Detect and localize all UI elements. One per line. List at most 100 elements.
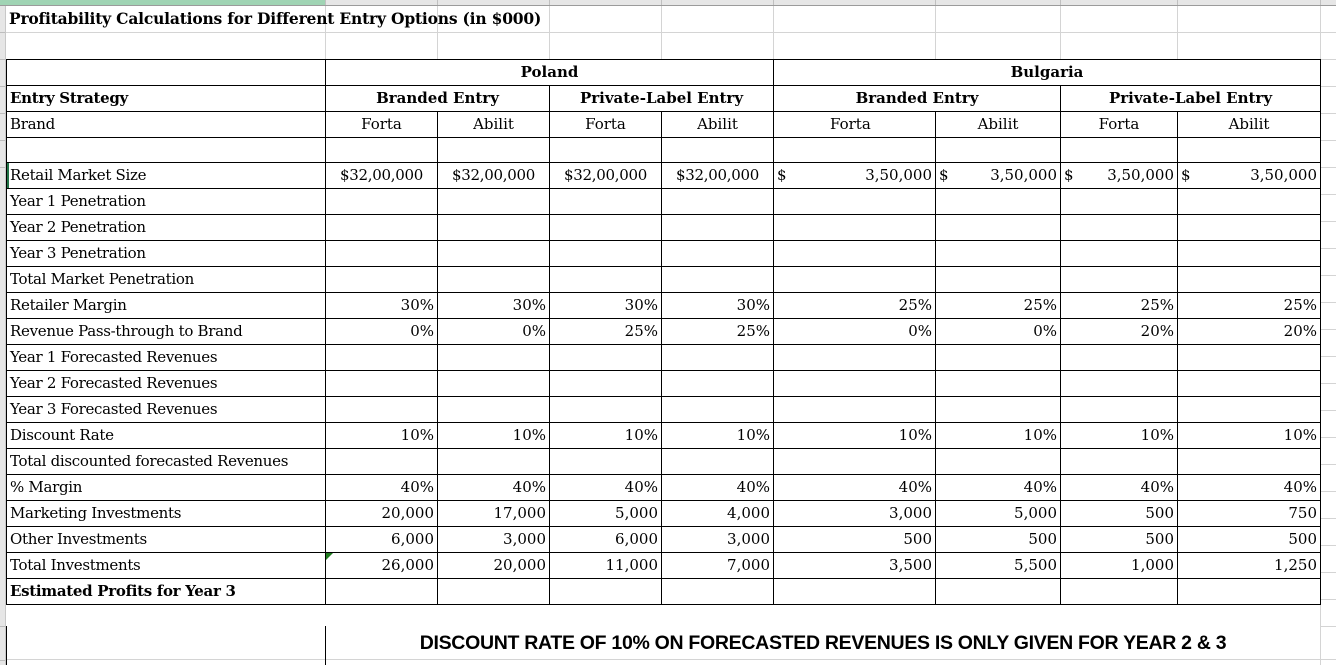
- value-cell[interactable]: 25%: [1060, 292, 1178, 319]
- column-divider[interactable]: [549, 0, 550, 5]
- value-cell[interactable]: 40%: [549, 474, 662, 501]
- cell-empty[interactable]: [1060, 214, 1178, 241]
- cell-empty[interactable]: [1177, 370, 1321, 397]
- value-cell[interactable]: 1,250: [1177, 552, 1321, 579]
- column-divider[interactable]: [1177, 0, 1178, 5]
- column-divider[interactable]: [1060, 0, 1061, 5]
- cell-empty[interactable]: [661, 344, 774, 371]
- value-cell[interactable]: 0%: [437, 318, 550, 345]
- cell-empty[interactable]: [437, 578, 550, 605]
- cell-empty[interactable]: [1060, 266, 1178, 293]
- value-cell[interactable]: 500: [773, 526, 936, 553]
- strategy-poland-private-label[interactable]: Private-Label Entry: [549, 85, 774, 112]
- cell-empty[interactable]: [437, 370, 550, 397]
- value-cell[interactable]: 20%: [1060, 318, 1178, 345]
- discount-note[interactable]: DISCOUNT RATE OF 10% ON FORECASTED REVEN…: [419, 632, 1227, 654]
- cell-empty[interactable]: [1060, 578, 1178, 605]
- cell-empty[interactable]: [935, 240, 1061, 267]
- column-divider[interactable]: [1320, 0, 1321, 5]
- value-cell[interactable]: 25%: [661, 318, 774, 345]
- row-label[interactable]: Year 3 Penetration: [6, 240, 326, 267]
- cell-empty[interactable]: [661, 240, 774, 267]
- cell-empty[interactable]: [1060, 370, 1178, 397]
- value-cell[interactable]: 30%: [325, 292, 438, 319]
- value-cell[interactable]: 10%: [437, 422, 550, 449]
- brand-cell[interactable]: Abilit: [1177, 111, 1321, 138]
- cell-empty[interactable]: [1177, 240, 1321, 267]
- cell-empty[interactable]: [437, 448, 550, 475]
- cell-empty[interactable]: [773, 344, 936, 371]
- cell-empty[interactable]: [549, 214, 662, 241]
- row-label[interactable]: Estimated Profits for Year 3: [6, 578, 326, 605]
- cell-empty[interactable]: [1177, 188, 1321, 215]
- value-cell[interactable]: 40%: [935, 474, 1061, 501]
- value-cell[interactable]: 500: [935, 526, 1061, 553]
- row-label[interactable]: Total Market Penetration: [6, 266, 326, 293]
- cell-empty[interactable]: [935, 137, 1061, 163]
- cell-empty[interactable]: [1177, 396, 1321, 423]
- value-cell[interactable]: $32,00,000: [325, 162, 438, 189]
- value-cell[interactable]: 17,000: [437, 500, 550, 527]
- cell-empty[interactable]: [1060, 188, 1178, 215]
- value-cell[interactable]: $3,50,000: [1060, 162, 1178, 189]
- cell-empty[interactable]: [773, 396, 936, 423]
- cell-empty[interactable]: [1177, 344, 1321, 371]
- value-cell[interactable]: 40%: [325, 474, 438, 501]
- cell-empty[interactable]: [1177, 578, 1321, 605]
- value-cell[interactable]: 10%: [1177, 422, 1321, 449]
- cell-empty[interactable]: [661, 370, 774, 397]
- cell-empty[interactable]: [325, 214, 438, 241]
- cell-empty[interactable]: [6, 137, 326, 163]
- brand-cell[interactable]: Forta: [549, 111, 662, 138]
- value-cell[interactable]: 3,500: [773, 552, 936, 579]
- value-cell[interactable]: 0%: [773, 318, 936, 345]
- value-cell[interactable]: 25%: [549, 318, 662, 345]
- value-cell[interactable]: 10%: [661, 422, 774, 449]
- cell-empty[interactable]: [1060, 344, 1178, 371]
- value-cell[interactable]: 40%: [437, 474, 550, 501]
- cell-empty[interactable]: [325, 188, 438, 215]
- value-cell[interactable]: 3,000: [773, 500, 936, 527]
- row-label[interactable]: Retail Market Size: [6, 162, 326, 189]
- value-cell[interactable]: 1,000: [1060, 552, 1178, 579]
- value-cell[interactable]: 20,000: [437, 552, 550, 579]
- cell-empty[interactable]: [661, 137, 774, 163]
- column-divider[interactable]: [773, 0, 774, 5]
- cell-empty[interactable]: [773, 370, 936, 397]
- cell-empty[interactable]: [661, 448, 774, 475]
- cell-empty[interactable]: [549, 266, 662, 293]
- value-cell[interactable]: $3,50,000: [773, 162, 936, 189]
- value-cell[interactable]: 10%: [549, 422, 662, 449]
- country-bulgaria[interactable]: Bulgaria: [773, 59, 1321, 86]
- cell-empty[interactable]: [1177, 214, 1321, 241]
- cell-empty[interactable]: [773, 266, 936, 293]
- row-header-strip[interactable]: [0, 6, 6, 665]
- cell-empty[interactable]: [325, 266, 438, 293]
- cell-empty[interactable]: [935, 214, 1061, 241]
- value-cell[interactable]: 40%: [1060, 474, 1178, 501]
- value-cell[interactable]: 40%: [773, 474, 936, 501]
- row-label[interactable]: Retailer Margin: [6, 292, 326, 319]
- value-cell[interactable]: 20%: [1177, 318, 1321, 345]
- value-cell[interactable]: 5,500: [935, 552, 1061, 579]
- cell-empty[interactable]: [437, 188, 550, 215]
- cell-empty[interactable]: [773, 214, 936, 241]
- value-cell[interactable]: 7,000: [661, 552, 774, 579]
- row-label[interactable]: Other Investments: [6, 526, 326, 553]
- cell-empty[interactable]: [935, 266, 1061, 293]
- sheet-title[interactable]: Profitability Calculations for Different…: [9, 9, 542, 28]
- value-cell[interactable]: 6,000: [325, 526, 438, 553]
- row-label[interactable]: Marketing Investments: [6, 500, 326, 527]
- value-cell[interactable]: $32,00,000: [661, 162, 774, 189]
- brand-cell[interactable]: Forta: [325, 111, 438, 138]
- cell-empty[interactable]: [437, 214, 550, 241]
- cell-empty[interactable]: [773, 137, 936, 163]
- value-cell[interactable]: 3,000: [437, 526, 550, 553]
- cell-empty[interactable]: [549, 370, 662, 397]
- cell-empty[interactable]: [6, 59, 326, 86]
- cell-empty[interactable]: [1060, 137, 1178, 163]
- value-cell[interactable]: 30%: [661, 292, 774, 319]
- cell-empty[interactable]: [437, 240, 550, 267]
- cell-empty[interactable]: [1177, 137, 1321, 163]
- row-label[interactable]: Total discounted forecasted Revenues: [6, 448, 326, 475]
